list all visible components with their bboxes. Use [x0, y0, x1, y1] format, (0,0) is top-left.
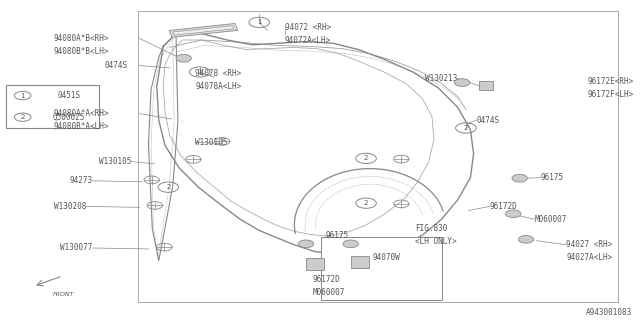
Text: Q500025: Q500025: [52, 113, 84, 122]
Text: 94027A<LH>: 94027A<LH>: [566, 253, 612, 262]
Text: M060007: M060007: [312, 288, 345, 297]
Text: 1: 1: [20, 92, 25, 99]
FancyBboxPatch shape: [351, 256, 369, 268]
Text: 2: 2: [166, 184, 170, 190]
Circle shape: [506, 210, 521, 218]
FancyBboxPatch shape: [321, 237, 442, 300]
Text: 96172E<RH>: 96172E<RH>: [588, 77, 634, 86]
Text: 94072A<LH>: 94072A<LH>: [285, 36, 331, 44]
Text: 0474S: 0474S: [477, 116, 500, 124]
Text: 96175: 96175: [541, 173, 564, 182]
Text: A943001083: A943001083: [586, 308, 632, 317]
Text: 94080B*B<LH>: 94080B*B<LH>: [53, 47, 109, 56]
Text: 0474S: 0474S: [105, 61, 128, 70]
Polygon shape: [169, 23, 238, 37]
Circle shape: [454, 79, 470, 86]
Text: 2: 2: [364, 156, 368, 161]
Text: <LH ONLY>: <LH ONLY>: [415, 237, 456, 246]
Circle shape: [298, 240, 314, 248]
FancyBboxPatch shape: [306, 258, 324, 270]
Text: 94080A*B<RH>: 94080A*B<RH>: [53, 34, 109, 43]
Text: W130213: W130213: [425, 74, 458, 83]
FancyBboxPatch shape: [479, 81, 493, 90]
FancyBboxPatch shape: [6, 85, 99, 128]
Text: W130105: W130105: [195, 138, 228, 147]
Text: W130208: W130208: [54, 202, 86, 211]
Text: 1: 1: [197, 69, 202, 75]
Circle shape: [518, 236, 534, 243]
Text: 96175: 96175: [325, 231, 348, 240]
Text: FIG.830: FIG.830: [415, 224, 447, 233]
Text: 94078A<LH>: 94078A<LH>: [195, 82, 241, 91]
Text: 94273: 94273: [70, 176, 93, 185]
Text: 94080A*A<RH>: 94080A*A<RH>: [53, 109, 109, 118]
Circle shape: [343, 240, 358, 248]
Text: 96172F<LH>: 96172F<LH>: [588, 90, 634, 99]
Text: 94080B*A<LH>: 94080B*A<LH>: [53, 122, 109, 131]
Text: 2: 2: [20, 114, 25, 120]
Circle shape: [176, 54, 191, 62]
Text: 1: 1: [257, 20, 262, 25]
Text: W130077: W130077: [60, 244, 93, 252]
Text: 94072 <RH>: 94072 <RH>: [285, 23, 331, 32]
Polygon shape: [173, 26, 234, 35]
Text: 0451S: 0451S: [57, 91, 80, 100]
Text: 2: 2: [464, 125, 468, 131]
Text: 94027 <RH>: 94027 <RH>: [566, 240, 612, 249]
Text: FRONT: FRONT: [52, 292, 74, 297]
Text: 96172D: 96172D: [312, 276, 340, 284]
Text: W130105: W130105: [99, 157, 131, 166]
Text: 2: 2: [364, 200, 368, 206]
Text: 94078 <RH>: 94078 <RH>: [195, 69, 241, 78]
Text: 96172D: 96172D: [490, 202, 517, 211]
Circle shape: [512, 174, 527, 182]
Text: 94070W: 94070W: [372, 253, 400, 262]
Text: M060007: M060007: [534, 215, 567, 224]
